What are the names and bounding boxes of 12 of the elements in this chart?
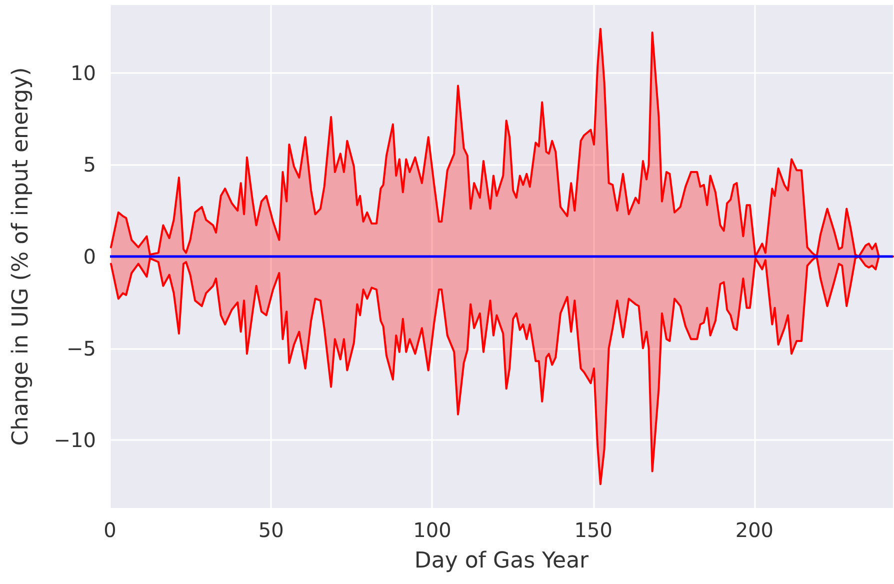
x-tick-label: 50 [258, 518, 284, 542]
y-axis-title: Change in UIG (% of input energy) [8, 67, 34, 446]
y-tick-label: −5 [66, 336, 96, 360]
y-tick-label: −10 [54, 428, 96, 452]
x-tick-label: 0 [104, 518, 116, 542]
y-tick-label: 0 [83, 244, 96, 268]
x-tick-label: 200 [735, 518, 774, 542]
x-axis-title: Day of Gas Year [414, 548, 590, 574]
y-tick-label: 5 [83, 152, 96, 177]
x-tick-label: 150 [574, 518, 612, 542]
y-tick-label: 10 [70, 60, 96, 85]
x-tick-label: 100 [413, 518, 452, 542]
